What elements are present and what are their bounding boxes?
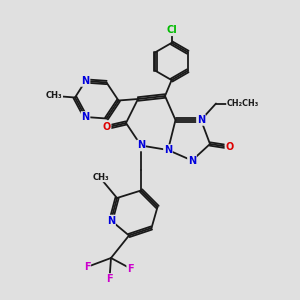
Text: O: O [102, 122, 111, 133]
Text: Cl: Cl [166, 25, 177, 35]
Text: N: N [164, 145, 172, 155]
Text: O: O [225, 142, 234, 152]
Text: F: F [106, 274, 113, 284]
Text: CH₂CH₃: CH₂CH₃ [227, 99, 259, 108]
Text: F: F [84, 262, 90, 272]
Text: N: N [81, 112, 90, 122]
Text: N: N [107, 215, 115, 226]
Text: F: F [127, 263, 134, 274]
Text: N: N [137, 140, 145, 151]
Text: N: N [81, 76, 90, 86]
Text: N: N [188, 155, 196, 166]
Text: CH₃: CH₃ [92, 172, 109, 182]
Text: CH₃: CH₃ [46, 92, 62, 100]
Text: N: N [197, 115, 205, 125]
